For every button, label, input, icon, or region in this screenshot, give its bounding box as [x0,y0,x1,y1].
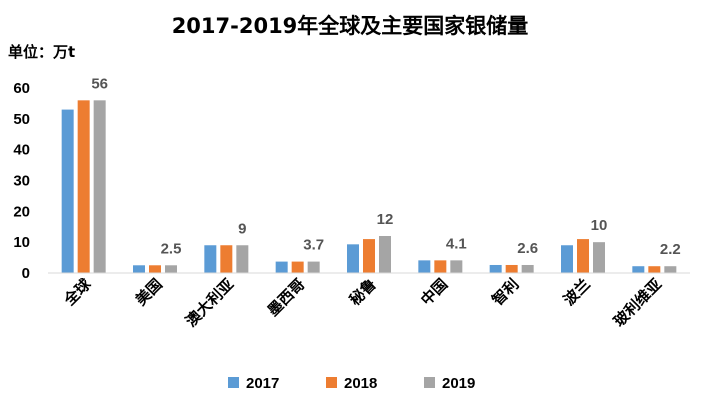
x-tick-label: 澳大利亚 [182,275,237,330]
y-tick-label: 30 [13,173,30,190]
y-axis: 0 10 20 30 40 50 60 [13,80,30,282]
x-tick-label: 秘鲁 [346,275,380,309]
x-tick-label: 玻利维亚 [610,275,665,330]
y-tick-label: 50 [13,111,30,128]
legend-label-2017: 2017 [246,375,279,392]
bar-2017 [204,245,217,273]
bar-2018 [505,264,518,273]
data-label: 2.2 [660,241,681,258]
x-tick-label: 波兰 [560,275,594,309]
bar-2018 [363,239,375,273]
x-axis: 全球 美国 澳大利亚 墨西哥 秘鲁 中国 智利 波兰 玻利维亚 [60,274,665,330]
legend-label-2018: 2018 [344,375,377,392]
data-labels: 56 2.5 9 3.7 12 4.1 2.6 10 2.2 [91,75,680,258]
data-label: 4.1 [446,235,467,252]
x-tick-label: 智利 [489,275,523,309]
bar-2018 [77,100,90,273]
y-tick-label: 10 [13,234,30,251]
data-label: 12 [377,211,394,228]
bar-2018 [220,245,233,273]
bar-2019 [450,260,463,273]
bar-2019 [521,264,534,273]
bar-2017 [61,109,74,273]
y-tick-label: 60 [13,80,30,97]
bar-2018 [149,265,161,273]
bar-2017 [347,244,359,273]
data-label: 2.5 [161,240,182,257]
x-tick-label: 墨西哥 [264,275,309,320]
legend-label-2019: 2019 [442,375,475,392]
bar-2017 [133,265,145,273]
bar-2019 [165,265,177,273]
data-label: 2.6 [517,240,538,257]
legend-swatch-2018 [326,377,337,388]
chart-title: 2017-2019年全球及主要国家银储量 [172,14,529,38]
y-tick-label: 20 [13,203,30,220]
legend-swatch-2019 [424,377,435,388]
bar-2017 [275,261,288,273]
data-label: 56 [91,75,108,92]
bar-2019 [307,261,320,273]
data-label: 10 [591,217,608,234]
bar-2018 [291,261,304,273]
bar-2018 [434,260,447,273]
y-tick-label: 0 [22,265,30,282]
bars [61,100,677,273]
legend-swatch-2017 [228,377,239,388]
bar-2019 [93,100,106,273]
y-tick-label: 40 [13,142,30,159]
bar-2019 [664,266,677,273]
bar-2018 [648,266,661,273]
x-tick-label: 美国 [132,275,166,309]
unit-label: 单位：万t [8,43,75,61]
bar-2017 [418,260,431,273]
legend: 2017 2018 2019 [228,375,475,392]
x-tick-label: 全球 [60,274,95,309]
bar-2019 [593,242,605,273]
bar-2017 [489,264,502,273]
x-tick-label: 中国 [417,275,451,309]
bar-2017 [561,245,573,273]
bar-2019 [379,236,391,273]
data-label: 3.7 [303,237,324,254]
bar-2019 [236,245,249,273]
bar-2018 [577,239,589,273]
bar-2017 [632,266,645,273]
data-label: 9 [238,220,246,237]
